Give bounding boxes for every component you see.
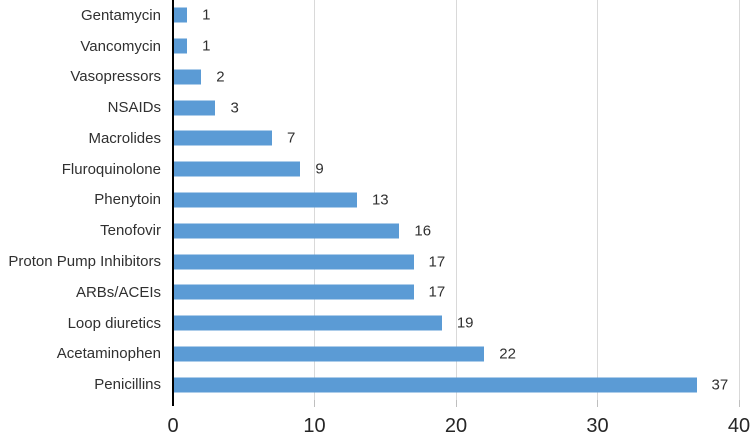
bar-acetaminophen [173,346,485,362]
value-label: 37 [711,376,729,394]
bar-row: 13 [173,185,739,216]
bar-row: 1 [173,31,739,62]
y-axis-line [172,0,174,406]
category-label: Macrolides [88,129,161,147]
bar-nsaids [173,100,216,116]
category-label: Penicillins [94,376,161,394]
bar-proton-pump-inhibitors [173,254,414,270]
value-label: 16 [414,222,432,240]
bar-row: 2 [173,62,739,93]
category-label: Tenofovir [100,222,161,240]
plot-area: 1 1 2 3 7 9 13 16 17 17 19 22 37 [173,0,740,400]
category-label: Acetaminophen [56,345,161,363]
x-tick-10 [314,400,315,407]
x-tick-20 [455,400,457,407]
bar-fluroquinolone [173,161,301,177]
bar-vasopressors [173,69,202,85]
bar-gentamycin [173,7,188,23]
bar-row: 3 [173,92,739,123]
bar-row: 7 [173,123,739,154]
bar-phenytoin [173,192,357,208]
bar-row: 16 [173,215,739,246]
gridline-30 [597,0,598,400]
x-axis-tick-label: 20 [444,415,468,437]
category-label: Proton Pump Inhibitors [8,253,161,270]
bar-row: 17 [173,277,739,308]
x-axis-tick-label: 10 [303,415,326,437]
value-label: 19 [456,314,474,332]
value-label: 17 [428,283,446,301]
bar-row: 37 [173,369,739,400]
value-label: 7 [287,129,296,147]
category-label: Phenytoin [94,191,161,209]
gridline-40 [738,0,740,400]
bar-row: 22 [173,338,739,369]
bar-vancomycin [173,38,188,54]
bar-row: 17 [173,246,739,277]
bar-arbs-aceis [173,284,414,300]
value-label: 1 [202,37,211,55]
x-axis-labels: 0 10 20 30 40 [167,414,750,440]
bar-macrolides [173,130,273,146]
bar-loop-diuretics [173,315,442,331]
value-label: 1 [202,6,211,24]
category-label: Loop diuretics [67,314,161,332]
x-axis-ticks [173,400,740,407]
bar-row: 9 [173,154,739,185]
value-label: 13 [371,191,389,209]
value-label: 17 [428,253,446,271]
x-tick-30 [597,400,598,407]
category-label: Fluroquinolone [61,160,161,178]
value-label: 3 [230,99,239,117]
bar-row: 1 [173,0,739,31]
x-axis-tick-label: 30 [586,415,609,437]
value-label: 22 [499,345,516,363]
x-axis-tick-label: 40 [727,415,750,437]
bar-penicillins [173,377,697,393]
x-tick-40 [738,400,740,407]
x-axis-tick-label: 0 [167,415,179,437]
category-labels: Gentamycin Vancomycin Vasopressors NSAIDs Ma… [0,0,161,400]
category-label: ARBs/ACEIs [75,283,161,301]
value-label: 9 [315,160,324,178]
value-label: 2 [216,68,225,86]
bar-row: 19 [173,308,739,339]
category-label: Vancomycin [80,37,161,55]
bar-tenofovir [173,223,400,239]
category-label: Vasopressors [70,68,161,86]
gridline-20 [455,0,457,400]
category-label: NSAIDs [107,99,161,117]
category-label: Gentamycin [80,6,161,24]
